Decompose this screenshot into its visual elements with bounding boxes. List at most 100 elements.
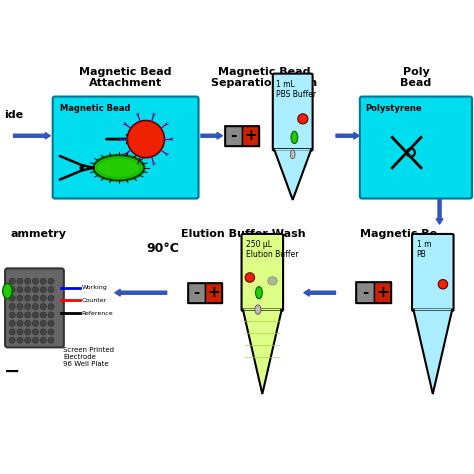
- Circle shape: [25, 287, 31, 293]
- Circle shape: [40, 312, 46, 318]
- Ellipse shape: [255, 305, 261, 314]
- Polygon shape: [244, 309, 281, 310]
- Text: −: −: [4, 362, 20, 381]
- Text: -: -: [362, 285, 368, 300]
- Text: Polystyrene: Polystyrene: [365, 104, 422, 113]
- Circle shape: [32, 303, 38, 310]
- Polygon shape: [242, 126, 259, 146]
- Ellipse shape: [268, 277, 277, 285]
- Circle shape: [40, 287, 46, 293]
- Circle shape: [32, 312, 38, 318]
- Circle shape: [32, 287, 38, 293]
- Circle shape: [79, 165, 84, 170]
- Polygon shape: [275, 148, 310, 150]
- Circle shape: [48, 312, 54, 318]
- Circle shape: [40, 295, 46, 301]
- Circle shape: [17, 287, 23, 293]
- FancyBboxPatch shape: [242, 234, 283, 311]
- Circle shape: [9, 295, 15, 301]
- Text: -: -: [193, 285, 200, 300]
- Circle shape: [298, 114, 308, 124]
- Circle shape: [48, 320, 54, 327]
- Circle shape: [245, 273, 255, 282]
- Circle shape: [48, 329, 54, 335]
- Ellipse shape: [291, 150, 295, 159]
- Circle shape: [9, 337, 15, 343]
- Circle shape: [17, 295, 23, 301]
- Circle shape: [48, 278, 54, 284]
- Text: 90°C: 90°C: [146, 242, 179, 255]
- Polygon shape: [374, 282, 392, 303]
- Circle shape: [32, 295, 38, 301]
- Text: -: -: [230, 128, 237, 143]
- Circle shape: [9, 303, 15, 310]
- Circle shape: [48, 295, 54, 301]
- Text: Reference: Reference: [82, 311, 113, 316]
- Text: +: +: [244, 128, 257, 143]
- FancyBboxPatch shape: [5, 268, 64, 347]
- Circle shape: [25, 303, 31, 310]
- Ellipse shape: [93, 155, 144, 181]
- Polygon shape: [415, 309, 451, 310]
- Polygon shape: [205, 283, 222, 303]
- Circle shape: [25, 320, 31, 327]
- Polygon shape: [188, 283, 205, 303]
- Polygon shape: [413, 310, 452, 394]
- Text: Poly
Bead: Poly Bead: [400, 66, 431, 88]
- Circle shape: [40, 329, 46, 335]
- Circle shape: [48, 337, 54, 343]
- FancyBboxPatch shape: [412, 234, 454, 311]
- Text: ammetry: ammetry: [11, 228, 67, 238]
- FancyBboxPatch shape: [273, 73, 313, 151]
- Ellipse shape: [97, 158, 141, 178]
- Circle shape: [128, 120, 164, 158]
- Text: 1 m
PB: 1 m PB: [417, 240, 431, 259]
- Text: Working: Working: [82, 285, 108, 290]
- FancyBboxPatch shape: [360, 97, 472, 199]
- Polygon shape: [274, 149, 311, 200]
- Ellipse shape: [255, 287, 262, 299]
- Text: Magnetic Bead
Separation Wash: Magnetic Bead Separation Wash: [211, 66, 317, 88]
- Polygon shape: [243, 310, 282, 394]
- Circle shape: [17, 337, 23, 343]
- Text: Elution Buffer Wash: Elution Buffer Wash: [182, 228, 306, 238]
- Text: Counter: Counter: [82, 298, 107, 303]
- Circle shape: [25, 312, 31, 318]
- Circle shape: [32, 337, 38, 343]
- Circle shape: [17, 312, 23, 318]
- FancyBboxPatch shape: [53, 97, 199, 199]
- Text: +: +: [376, 285, 389, 300]
- Circle shape: [25, 295, 31, 301]
- Circle shape: [25, 278, 31, 284]
- Circle shape: [9, 329, 15, 335]
- Polygon shape: [225, 126, 242, 146]
- Text: +: +: [207, 285, 220, 300]
- Circle shape: [32, 329, 38, 335]
- Text: ide: ide: [4, 110, 23, 120]
- Text: Magnetic Be: Magnetic Be: [360, 228, 438, 238]
- Ellipse shape: [291, 131, 298, 144]
- Circle shape: [9, 287, 15, 293]
- Text: Screen Printed
Electrode
96 Well Plate: Screen Printed Electrode 96 Well Plate: [63, 346, 114, 367]
- Circle shape: [25, 337, 31, 343]
- Circle shape: [32, 278, 38, 284]
- Text: 1 mL
PBS Buffer: 1 mL PBS Buffer: [276, 80, 316, 100]
- Circle shape: [48, 287, 54, 293]
- Circle shape: [40, 278, 46, 284]
- Circle shape: [9, 312, 15, 318]
- Circle shape: [40, 337, 46, 343]
- Text: Magnetic Bead: Magnetic Bead: [60, 104, 130, 113]
- Text: 250 μL
Elution Buffer: 250 μL Elution Buffer: [246, 240, 299, 259]
- Circle shape: [438, 280, 447, 289]
- Circle shape: [17, 303, 23, 310]
- Text: Magnetic Bead
Attachment: Magnetic Bead Attachment: [79, 66, 172, 88]
- Circle shape: [17, 320, 23, 327]
- Circle shape: [40, 320, 46, 327]
- Circle shape: [9, 278, 15, 284]
- Circle shape: [17, 329, 23, 335]
- Circle shape: [48, 303, 54, 310]
- Circle shape: [40, 303, 46, 310]
- Circle shape: [25, 329, 31, 335]
- Polygon shape: [356, 282, 374, 303]
- Circle shape: [9, 320, 15, 327]
